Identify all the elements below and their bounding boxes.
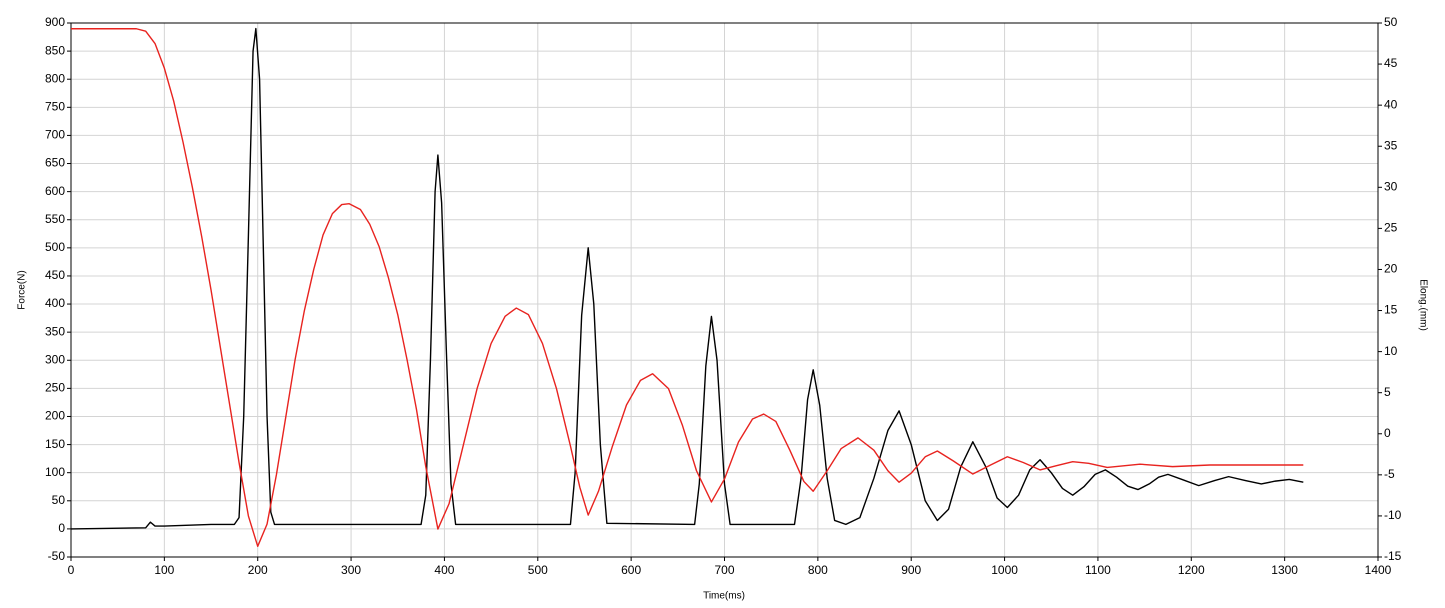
y-tick-label: 100 — [45, 465, 65, 479]
y-tick-label: 400 — [45, 296, 65, 310]
y2-tick-label: -15 — [1384, 549, 1402, 563]
y-tick-label: 650 — [45, 156, 65, 170]
y2-tick-label: 5 — [1384, 385, 1391, 399]
y-tick-label: 500 — [45, 240, 65, 254]
y-tick-label: 300 — [45, 352, 65, 366]
y2-tick-label: 10 — [1384, 344, 1398, 358]
y-axis-label: Force(N) — [17, 270, 28, 309]
y2-tick-label: 15 — [1384, 303, 1398, 317]
x-tick-label: 800 — [808, 563, 828, 577]
x-tick-label: 1300 — [1271, 563, 1298, 577]
x-tick-label: 1400 — [1365, 563, 1392, 577]
data-line — [70, 27, 1304, 530]
y-tick-label: 200 — [45, 409, 65, 423]
y-tick-label: 0 — [58, 521, 65, 535]
x-tick-label: 500 — [528, 563, 548, 577]
x-tick-label: 700 — [714, 563, 734, 577]
y2-tick-label: -10 — [1384, 508, 1402, 522]
x-tick-label: 900 — [901, 563, 921, 577]
x-tick-label: 600 — [621, 563, 641, 577]
y-tick-label: 850 — [45, 43, 65, 57]
y-tick-label: 150 — [45, 437, 65, 451]
data-line — [71, 28, 1304, 548]
y-tick-label: 900 — [45, 15, 65, 29]
y2-tick-label: 50 — [1384, 15, 1398, 29]
y2-tick-label: 40 — [1384, 97, 1398, 111]
y-tick-label: 800 — [45, 71, 65, 85]
y-tick-label: 450 — [45, 268, 65, 282]
x-tick-label: 200 — [248, 563, 268, 577]
x-tick-label: 100 — [154, 563, 174, 577]
x-tick-label: 0 — [68, 563, 75, 577]
y2-tick-label: 25 — [1384, 221, 1398, 235]
x-axis-label: Time(ms) — [703, 591, 745, 602]
y2-tick-label: -5 — [1384, 467, 1395, 481]
plot-frame — [70, 22, 1379, 558]
y-tick-label: 700 — [45, 128, 65, 142]
x-tick-label: 400 — [434, 563, 454, 577]
x-tick-label: 300 — [341, 563, 361, 577]
y2-tick-label: 30 — [1384, 179, 1398, 193]
y-tick-label: 550 — [45, 212, 65, 226]
y-tick-label: 350 — [45, 324, 65, 338]
y-tick-label: 250 — [45, 381, 65, 395]
y2-axis-label: Elong.(mm) — [1417, 279, 1428, 331]
y-tick-label: 600 — [45, 184, 65, 198]
y2-tick-label: 35 — [1384, 138, 1398, 152]
y2-tick-label: 45 — [1384, 56, 1398, 70]
y-tick-label: -50 — [48, 549, 66, 563]
y-tick-label: 750 — [45, 99, 65, 113]
x-tick-label: 1100 — [1085, 563, 1111, 577]
x-tick-label: 1000 — [991, 563, 1018, 577]
x-tick-label: 1200 — [1178, 563, 1205, 577]
y-tick-label: 50 — [52, 493, 66, 507]
y2-tick-label: 20 — [1384, 262, 1398, 276]
y2-tick-label: 0 — [1384, 426, 1391, 440]
